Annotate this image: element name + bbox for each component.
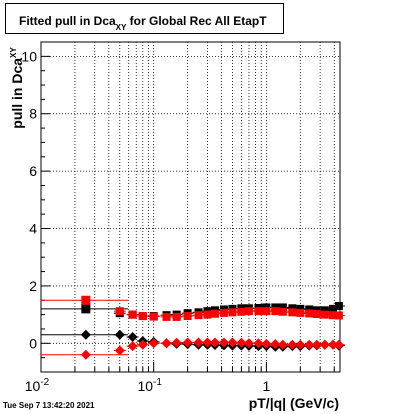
data-point-square bbox=[172, 312, 181, 321]
data-point-square bbox=[115, 307, 124, 316]
data-point-square bbox=[334, 311, 343, 320]
data-point-diamond bbox=[127, 331, 138, 342]
data-point-diamond bbox=[114, 329, 125, 340]
data-point-square bbox=[128, 310, 137, 319]
data-point-square bbox=[211, 309, 220, 318]
plot-frame bbox=[40, 41, 341, 373]
data-point-square bbox=[288, 304, 297, 313]
chart-title-rest: for Global Rec All EtapT bbox=[126, 14, 267, 28]
data-point-square bbox=[305, 309, 314, 318]
data-point-square bbox=[262, 307, 271, 316]
data-point-square bbox=[138, 312, 147, 321]
x-tick-label: 10-2 bbox=[25, 377, 50, 394]
data-point-square bbox=[203, 310, 212, 319]
data-point-square bbox=[237, 307, 246, 316]
y-tick-label: 4 bbox=[29, 221, 37, 237]
data-point-diamond bbox=[114, 345, 125, 356]
data-point-diamond bbox=[287, 339, 298, 350]
data-point-square bbox=[320, 310, 329, 319]
data-point-square bbox=[254, 307, 263, 316]
data-point-square bbox=[271, 307, 280, 316]
x-tick-label: 1 bbox=[262, 378, 270, 394]
data-point-diamond bbox=[270, 339, 281, 350]
data-point-square bbox=[81, 304, 91, 314]
y-axis-title-subscript: XY bbox=[9, 47, 18, 58]
y-tick-label: 10 bbox=[21, 48, 37, 64]
y-tick-label: 0 bbox=[29, 335, 37, 351]
data-point-square bbox=[228, 308, 237, 317]
y-tick-label: 6 bbox=[29, 163, 37, 179]
data-point-diamond bbox=[127, 341, 138, 352]
data-point-square bbox=[244, 307, 253, 316]
data-point-square bbox=[296, 304, 305, 313]
data-point-square bbox=[149, 312, 158, 321]
data-point-diamond bbox=[236, 337, 247, 348]
data-point-square bbox=[288, 308, 297, 317]
data-point-diamond bbox=[202, 337, 213, 348]
data-point-diamond bbox=[243, 338, 254, 349]
data-point-square bbox=[278, 307, 287, 316]
data-point-square bbox=[278, 303, 287, 312]
data-point-diamond bbox=[148, 338, 159, 349]
data-point-diamond bbox=[161, 338, 172, 349]
x-tick-label: 10-1 bbox=[137, 377, 162, 394]
data-point-diamond bbox=[277, 339, 288, 350]
data-point-diamond bbox=[171, 337, 182, 348]
y-tick-label: 8 bbox=[29, 106, 37, 122]
data-point-square bbox=[81, 295, 91, 305]
data-point-diamond bbox=[80, 329, 91, 340]
data-point-diamond bbox=[210, 337, 221, 348]
data-point-diamond bbox=[137, 339, 148, 350]
y-axis-title: pull in DcaXY bbox=[9, 33, 25, 143]
data-point-square bbox=[219, 308, 228, 317]
data-point-diamond bbox=[261, 338, 272, 349]
data-point-square bbox=[183, 312, 192, 321]
x-axis-title: pT/|q| (GeV/c) bbox=[248, 395, 339, 411]
data-point-diamond bbox=[253, 338, 264, 349]
data-point-diamond bbox=[333, 339, 344, 350]
chart-title-main: Fitted pull in Dca bbox=[19, 14, 116, 28]
chart-title-subscript: XY bbox=[115, 23, 127, 32]
data-point-square bbox=[312, 310, 321, 319]
datestamp: Tue Sep 7 13:42:20 2021 bbox=[3, 401, 95, 410]
data-point-diamond bbox=[311, 339, 322, 350]
data-point-square bbox=[162, 312, 171, 321]
data-point-diamond bbox=[295, 339, 306, 350]
data-point-square bbox=[305, 305, 314, 314]
data-point-diamond bbox=[193, 337, 204, 348]
y-tick-label: 2 bbox=[29, 278, 37, 294]
data-point-diamond bbox=[304, 339, 315, 350]
data-point-diamond bbox=[182, 337, 193, 348]
chart-title: Fitted pull in DcaXY for Global Rec All … bbox=[19, 14, 267, 32]
y-axis-title-main: pull in Dca bbox=[9, 57, 25, 129]
data-point-diamond bbox=[80, 349, 91, 360]
data-point-square bbox=[328, 304, 337, 313]
data-point-diamond bbox=[227, 337, 238, 348]
data-point-square bbox=[296, 308, 305, 317]
data-point-square bbox=[194, 311, 203, 320]
data-point-diamond bbox=[218, 337, 229, 348]
data-point-diamond bbox=[319, 339, 330, 350]
chart-title-box: Fitted pull in DcaXY for Global Rec All … bbox=[5, 3, 284, 34]
data-point-square bbox=[334, 302, 343, 310]
data-point-square bbox=[320, 306, 329, 315]
